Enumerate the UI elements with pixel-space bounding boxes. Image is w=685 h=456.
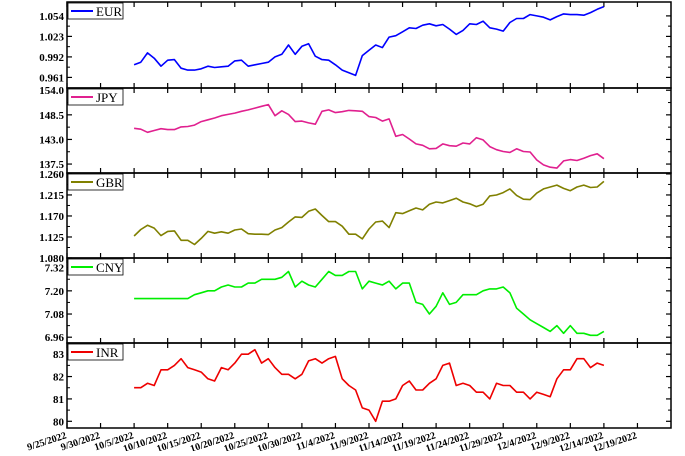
panel-gbr: 1.080 1.125 1.170 1.215 1.260 GBR — [39, 169, 672, 265]
series-line-eur — [133, 5, 605, 77]
y-tick-label: 80 — [53, 416, 65, 428]
legend-cny: CNY — [67, 258, 124, 276]
legend-box — [67, 258, 124, 276]
y-tick-label: 143.0 — [39, 134, 64, 146]
y-tick-label: 7.32 — [45, 263, 65, 275]
y-tick-label: 1.023 — [39, 31, 64, 43]
legend-label: GBR — [96, 175, 123, 190]
legend-box — [67, 173, 124, 191]
legend-label: CNY — [96, 260, 124, 275]
legend-gbr: GBR — [67, 173, 124, 191]
panel-frame — [66, 342, 672, 429]
y-tick-label: 1.080 — [39, 253, 64, 265]
y-tick-label: 7.08 — [45, 309, 65, 321]
y-tick-label: 0.992 — [39, 52, 64, 64]
legend-label: EUR — [96, 4, 122, 19]
y-tick-label: 154.0 — [39, 85, 64, 97]
legend-label: JPY — [96, 90, 118, 105]
series-line-cny — [134, 270, 605, 337]
legend-inr: INR — [67, 343, 124, 361]
panel-frame — [66, 87, 672, 174]
panel-jpy: 137.5 143.0 148.5 154.0 JPY — [39, 85, 672, 174]
y-tick-label: 6.96 — [45, 332, 65, 344]
legend-jpy: JPY — [67, 88, 124, 106]
y-tick-label: 82 — [53, 372, 65, 384]
y-tick-label: 137.5 — [39, 159, 64, 171]
panel-cny: 6.96 7.08 7.20 7.32 CNY — [45, 257, 672, 344]
y-tick-label: 1.170 — [39, 211, 64, 223]
legend-box — [67, 2, 124, 20]
y-tick-label: 81 — [53, 394, 64, 406]
y-tick-label: 1.260 — [39, 169, 64, 181]
legend-label: INR — [96, 345, 119, 360]
panel-frame — [66, 257, 672, 344]
y-tick-label: 148.5 — [39, 110, 64, 122]
series-line-inr — [134, 348, 605, 423]
y-tick-label: 1.125 — [39, 232, 64, 244]
y-tick-label: 1.215 — [39, 190, 64, 202]
y-tick-label: 7.20 — [45, 286, 65, 298]
y-tick-label: 83 — [53, 349, 65, 361]
legend-eur: EUR — [67, 2, 124, 20]
y-tick-label: 0.961 — [39, 72, 64, 84]
y-tick-label: 1.054 — [39, 11, 64, 23]
series-line-gbr — [133, 180, 605, 246]
legend-box — [67, 88, 124, 106]
legend-box — [67, 343, 124, 361]
series-line-jpy — [133, 103, 605, 169]
panel-inr: 80 81 82 83 INR — [53, 342, 672, 429]
panel-eur: 0.961 0.992 1.023 1.054 EUR — [39, 1, 672, 89]
